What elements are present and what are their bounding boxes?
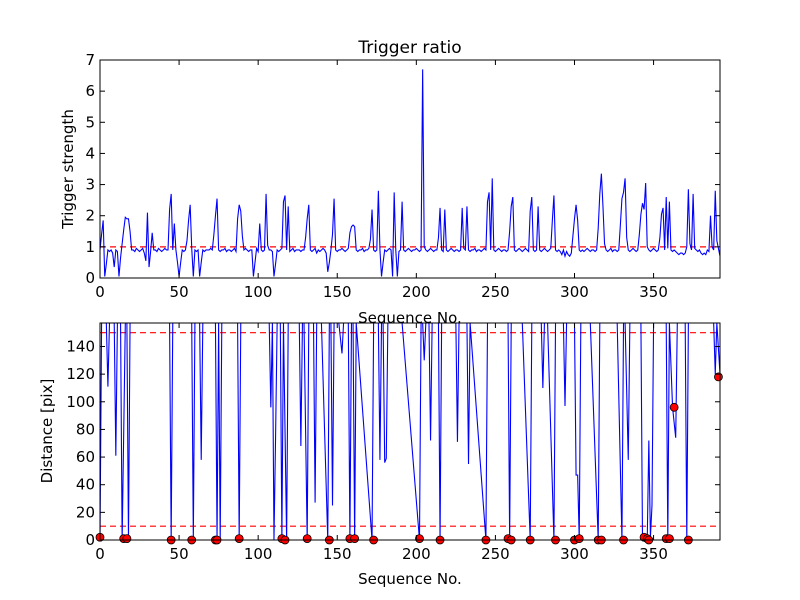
x-tick-label: 50 bbox=[170, 283, 189, 301]
x-tick-label: 250 bbox=[481, 545, 510, 563]
axes-background bbox=[100, 60, 720, 278]
data-marker bbox=[234, 534, 244, 544]
x-tick-label: 100 bbox=[244, 283, 273, 301]
axes-background bbox=[100, 323, 720, 540]
y-tick-label: 140 bbox=[66, 337, 95, 355]
x-tick-label: 0 bbox=[95, 545, 105, 563]
x-tick-label: 150 bbox=[323, 545, 352, 563]
x-tick-label: 0 bbox=[95, 283, 105, 301]
y-tick-label: 2 bbox=[85, 207, 95, 225]
axes-frame bbox=[99, 322, 721, 541]
axes-frame bbox=[99, 59, 721, 279]
x-tick-label: 200 bbox=[402, 283, 431, 301]
data-line bbox=[100, 69, 720, 277]
y-tick-label: 20 bbox=[76, 503, 95, 521]
chart-title: Trigger ratio bbox=[357, 38, 461, 58]
x-axis-label: Sequence No. bbox=[358, 570, 462, 588]
data-marker bbox=[669, 402, 679, 412]
x-tick-label: 300 bbox=[560, 545, 589, 563]
x-tick-label: 350 bbox=[639, 283, 668, 301]
trigger-ratio-panel: Trigger ratio 0 50 100 150 200 250 300 350 0 1 2 3 4… bbox=[59, 38, 721, 327]
data-marker bbox=[574, 534, 584, 544]
y-tick-label: 60 bbox=[76, 448, 95, 466]
y-tick-label: 0 bbox=[85, 531, 95, 549]
y-axis-label: Trigger strength bbox=[59, 109, 77, 230]
x-tick-label: 250 bbox=[481, 283, 510, 301]
x-tick-label: 350 bbox=[639, 545, 668, 563]
x-tick-label: 200 bbox=[402, 545, 431, 563]
y-tick-label: 4 bbox=[85, 144, 95, 162]
data-marker bbox=[664, 534, 674, 544]
data-marker bbox=[415, 534, 424, 544]
data-line bbox=[100, 323, 720, 540]
y-tick-label: 100 bbox=[66, 393, 95, 411]
data-marker bbox=[302, 534, 312, 544]
y-tick-label: 40 bbox=[76, 476, 95, 494]
data-marker bbox=[122, 534, 132, 544]
data-marker bbox=[350, 534, 360, 544]
y-tick-label: 5 bbox=[85, 113, 95, 131]
y-axis-label: Distance [pix] bbox=[38, 379, 56, 484]
x-tick-label: 100 bbox=[244, 545, 273, 563]
y-tick-label: 3 bbox=[85, 176, 95, 194]
x-tick-label: 50 bbox=[170, 545, 189, 563]
y-tick-label: 80 bbox=[76, 420, 95, 438]
y-tick-label: 0 bbox=[85, 269, 95, 287]
plot-area: 0 50 100 150 200 250 300 350 0 20 40 60 80 100 120 140 bbox=[66, 322, 723, 563]
y-tick-label: 6 bbox=[85, 82, 95, 100]
y-tick-label: 7 bbox=[85, 51, 95, 69]
y-tick-label: 1 bbox=[85, 238, 95, 256]
distance-panel: 0 50 100 150 200 250 300 350020406080100120140 … bbox=[38, 322, 723, 588]
plot-area: 0 50 100 150 200 250 300 350 0 1 2 3 4 5 6 7 bbox=[85, 51, 721, 301]
x-tick-label: 300 bbox=[560, 283, 589, 301]
x-tick-label: 150 bbox=[323, 283, 352, 301]
y-tick-label: 120 bbox=[66, 365, 95, 383]
